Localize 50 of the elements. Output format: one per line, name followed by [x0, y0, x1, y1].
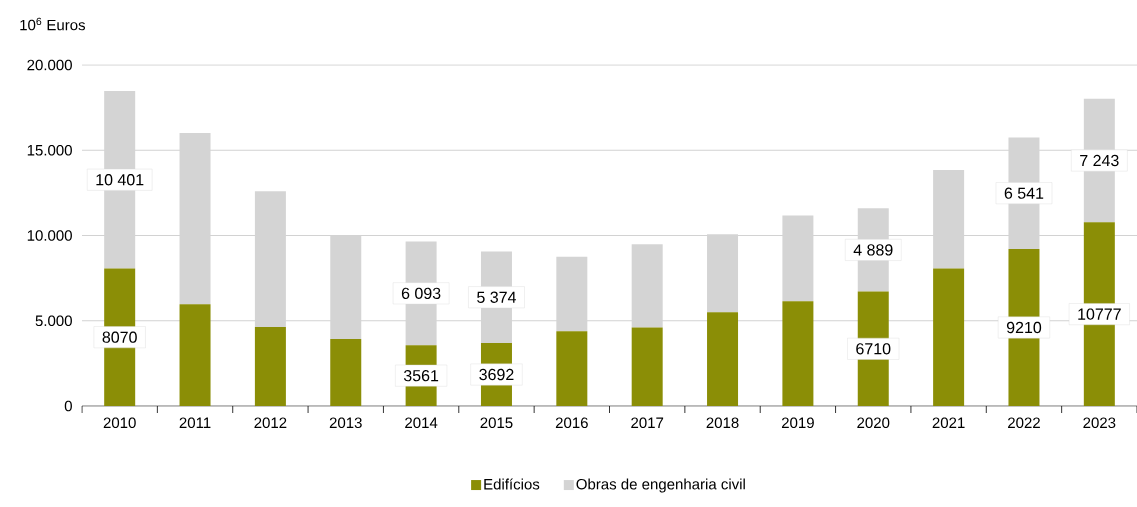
- bar: [254, 326, 286, 406]
- x-tick-label: 2019: [781, 417, 814, 429]
- bar: [631, 244, 663, 328]
- x-tick-label: 2011: [179, 417, 211, 429]
- x-tick-label: 2023: [1083, 417, 1116, 429]
- data-label: 3692: [479, 368, 514, 381]
- bar: [179, 133, 211, 305]
- bar: [556, 331, 588, 406]
- legend-label: Obras de engenharia civil: [576, 478, 745, 493]
- x-tick-label: 2010: [103, 417, 136, 429]
- data-label: 10 401: [96, 174, 144, 186]
- bar: [631, 327, 663, 406]
- x-tick-label: 2021: [932, 417, 965, 429]
- y-axis-title: 10$^{6}$ Euros: [20, 17, 86, 31]
- x-tick-label: 2013: [329, 417, 362, 429]
- bar: [556, 256, 588, 332]
- x-tick-label: 2015: [480, 417, 513, 429]
- bar: [707, 312, 739, 406]
- x-tick-label: 2018: [706, 417, 739, 429]
- bar: [933, 268, 965, 406]
- x-tick-label: 2017: [631, 417, 664, 429]
- legend-label: Edifícios: [484, 478, 540, 490]
- x-tick-label: 2014: [405, 417, 438, 429]
- data-label: 6 541: [1004, 187, 1044, 199]
- data-label: 4 889: [853, 244, 893, 256]
- x-tick-label: 2022: [1008, 417, 1040, 429]
- data-label: 6 093: [401, 287, 441, 300]
- y-tick-label: 10.000: [27, 230, 72, 241]
- x-tick-label: 2012: [254, 417, 287, 429]
- y-tick-label: 20.000: [27, 59, 72, 71]
- data-label: 8070: [102, 331, 137, 343]
- data-label: 3561: [403, 369, 439, 382]
- data-label: 5 374: [477, 291, 516, 303]
- bar: [933, 170, 965, 269]
- y-tick-label: 15.000: [27, 144, 72, 156]
- bar: [179, 304, 211, 406]
- data-label: 9210: [1006, 321, 1042, 334]
- bar: [330, 338, 362, 406]
- bar: [254, 191, 286, 327]
- x-tick-label: 2020: [857, 417, 890, 429]
- y-tick-label: 0: [64, 400, 72, 412]
- bar: [707, 234, 739, 313]
- x-tick-label: 2016: [555, 417, 588, 429]
- bar: [782, 301, 814, 406]
- bar: [330, 235, 362, 339]
- data-label: 7 243: [1080, 154, 1119, 167]
- bar: [782, 215, 814, 302]
- data-label: 10777: [1078, 308, 1121, 320]
- data-label: 6710: [856, 343, 891, 355]
- y-tick-label: 5.000: [35, 315, 72, 327]
